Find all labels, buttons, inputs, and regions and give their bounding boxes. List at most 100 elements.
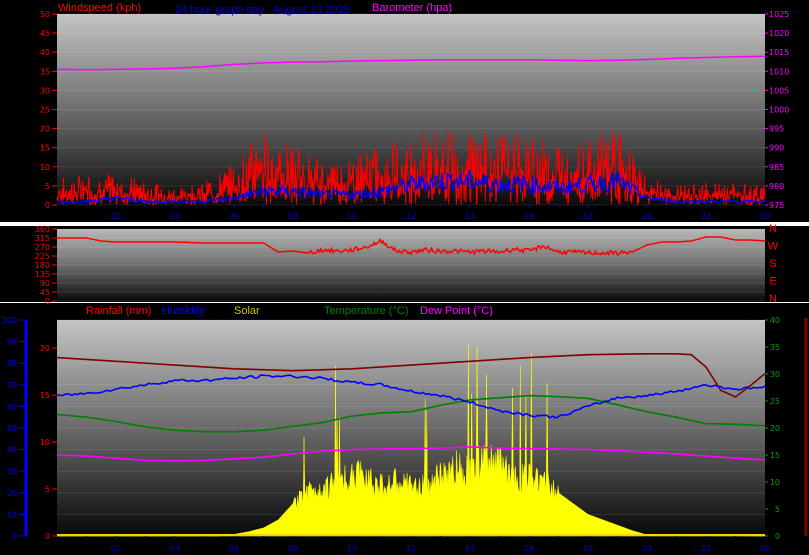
top-x-tick-label: 02	[111, 212, 121, 221]
rain-y-tick-label: 15	[40, 391, 50, 400]
temp-y-tick-label: 0	[775, 532, 780, 541]
wind-y-tick-label: 35	[40, 67, 50, 76]
direction-compass-letter: W	[768, 241, 779, 253]
legend-dewpoint: Dew Point (°C)	[420, 305, 493, 317]
top-x-tick-label: 00	[760, 212, 770, 221]
humidity-y-tick-label: 80	[7, 359, 17, 368]
top-x-tick-label: 20	[642, 212, 652, 221]
legend-solar: Solar	[234, 305, 260, 317]
humidity-y-tick-label: 10	[7, 510, 17, 519]
rain-y-tick-label: 0	[45, 532, 50, 541]
bottom-x-tick-label: 02	[111, 544, 121, 553]
temp-y-tick-label: 35	[770, 343, 780, 352]
direction-y-tick-label: 270	[35, 243, 50, 252]
bottom-x-tick-label: 22	[701, 544, 711, 553]
temp-y-tick-label: 30	[770, 370, 780, 379]
tick-layer: 0510152025303540455097598098599099510001…	[2, 10, 808, 553]
direction-y-tick-label: 315	[35, 234, 50, 243]
direction-compass-letter: N	[769, 293, 777, 305]
direction-plot-area	[57, 229, 765, 301]
legend-humidity: Humidity	[162, 305, 205, 317]
baro-y-tick-label: 1020	[769, 29, 789, 38]
wind-y-tick-label: 25	[40, 106, 50, 115]
temp-y-tick-label: 10	[770, 478, 780, 487]
direction-compass-letter: S	[769, 258, 776, 270]
dewpoint-series	[56, 446, 766, 462]
bottom-x-tick-label: 06	[229, 544, 239, 553]
wind-y-tick-label: 30	[40, 86, 50, 95]
wind-y-tick-label: 0	[45, 201, 50, 210]
rain-y-tick-label: 5	[45, 485, 50, 494]
barometer-series	[56, 55, 766, 71]
bottom-x-tick-label: 18	[583, 544, 593, 553]
direction-y-tick-label: 360	[35, 225, 50, 234]
humidity-series	[56, 374, 766, 419]
bottom-x-tick-label: 14	[465, 544, 475, 553]
top-x-tick-label: 14	[465, 212, 475, 221]
baro-y-tick-label: 1015	[769, 48, 789, 57]
direction-y-tick-label: 45	[40, 288, 50, 297]
humidity-y-tick-label: 50	[7, 424, 17, 433]
temperature-series	[56, 394, 766, 433]
wind-y-tick-label: 50	[40, 10, 50, 19]
bottom-x-tick-label: 04	[170, 544, 180, 553]
humidity-y-tick-label: 40	[7, 446, 17, 455]
direction-y-tick-label: 225	[35, 252, 50, 261]
bottom-x-tick-label: 16	[524, 544, 534, 553]
legend-rainfall: Rainfall (mm)	[86, 305, 151, 317]
direction-y-tick-label: 90	[40, 279, 50, 288]
temp-y-tick-label: 20	[770, 424, 780, 433]
windspeed-axis-title: Windspeed (kph)	[58, 2, 141, 14]
humidity-y-tick-label: 20	[7, 489, 17, 498]
direction-compass-letter: E	[769, 276, 776, 288]
baro-y-tick-label: 1010	[769, 67, 789, 76]
temp-y-tick-label: 5	[775, 505, 780, 514]
wind-direction-series	[57, 236, 766, 257]
humidity-y-tick-label: 70	[7, 381, 17, 390]
rain-y-tick-label: 20	[40, 344, 50, 353]
baro-y-tick-label: 1000	[769, 106, 789, 115]
rain-y-tick-label: 10	[40, 438, 50, 447]
temp-y-tick-label: 40	[770, 316, 780, 325]
wind-y-tick-label: 45	[40, 29, 50, 38]
direction-compass-letter: N	[769, 223, 777, 235]
bottom-x-tick-label: 10	[347, 544, 357, 553]
top-x-tick-label: 12	[406, 212, 416, 221]
bottom-x-tick-label: 20	[642, 544, 652, 553]
barometer-axis-title: Barometer (hpa)	[372, 2, 452, 14]
bottom-x-tick-label: 12	[406, 544, 416, 553]
wind-y-tick-label: 40	[40, 48, 50, 57]
top-x-tick-label: 18	[583, 212, 593, 221]
baro-y-tick-label: 990	[769, 144, 784, 153]
wind-y-tick-label: 5	[45, 182, 50, 191]
top-x-tick-label: 06	[229, 212, 239, 221]
humidity-y-tick-label: 0	[12, 532, 17, 541]
temp-y-tick-label: 15	[770, 451, 780, 460]
bottom-x-tick-label: 00	[760, 544, 770, 553]
temp-y-tick-label: 25	[770, 397, 780, 406]
bottom-x-tick-label: 08	[288, 544, 298, 553]
wind-y-tick-label: 15	[40, 144, 50, 153]
maroon-series	[56, 353, 766, 398]
baro-y-tick-label: 980	[769, 182, 784, 191]
wind-y-tick-label: 10	[40, 163, 50, 172]
baro-y-tick-label: 975	[769, 201, 784, 210]
top-x-tick-label: 22	[701, 212, 711, 221]
legend-temperature: Temperature (°C)	[324, 305, 408, 317]
top-x-tick-label: 16	[524, 212, 534, 221]
direction-y-tick-label: 180	[35, 261, 50, 270]
humidity-y-tick-label: 100	[2, 316, 17, 325]
humidity-y-tick-label: 30	[7, 467, 17, 476]
top-x-tick-label: 04	[170, 212, 180, 221]
top-x-tick-label: 10	[347, 212, 357, 221]
baro-y-tick-label: 995	[769, 125, 784, 134]
series-layer	[56, 55, 766, 537]
baro-y-tick-label: 985	[769, 163, 784, 172]
chart-title: 24 hour graph day : August 13 2025	[175, 4, 350, 16]
direction-y-tick-label: 135	[35, 270, 50, 279]
direction-y-tick-label: 0	[45, 297, 50, 306]
wind-y-tick-label: 20	[40, 125, 50, 134]
humidity-y-tick-label: 90	[7, 338, 17, 347]
